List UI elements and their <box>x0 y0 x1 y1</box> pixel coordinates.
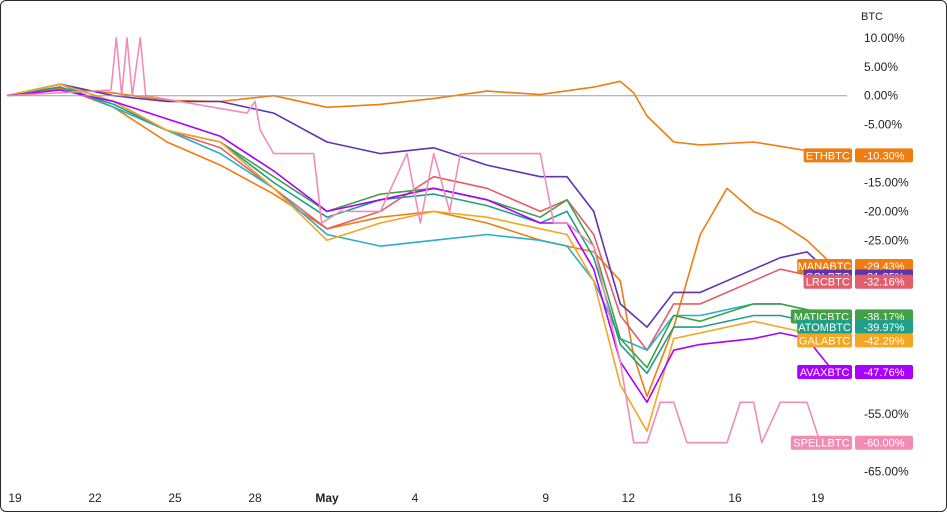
x-tick-label: May <box>315 491 339 505</box>
series-name-tag <box>797 364 852 379</box>
series-value: -60.00% <box>864 438 905 450</box>
series-name-tag <box>797 258 852 273</box>
series-line-avaxbtc[interactable] <box>6 89 835 404</box>
y-tick-label: -55.00% <box>864 407 909 421</box>
y-tick-label: -65.00% <box>864 465 909 479</box>
series-name: ATOMBTC <box>798 322 851 334</box>
series-value-tag <box>855 333 913 348</box>
y-tick-label: -15.00% <box>864 175 909 189</box>
y-tick-label: -20.00% <box>864 204 909 218</box>
series-value: -47.76% <box>864 367 905 379</box>
series-tag-atombtc[interactable]: ATOMBTC -39.97% <box>797 319 913 334</box>
series-tag-avaxbtc[interactable]: AVAXBTC -47.76% <box>797 364 913 379</box>
series-name: LRCBTC <box>806 277 850 289</box>
x-tick-label: 22 <box>88 491 102 505</box>
series-name: ETHBTC <box>806 150 850 162</box>
series-value-tag <box>855 148 913 163</box>
x-tick-label: 12 <box>622 491 636 505</box>
series-value-tag <box>855 435 913 450</box>
series-value: -42.29% <box>864 335 905 347</box>
x-tick-label: 19 <box>811 491 825 505</box>
x-tick-label: 28 <box>248 491 262 505</box>
x-tick-label: 16 <box>728 491 742 505</box>
series-name-tag <box>803 148 852 163</box>
series-line-axsbtc[interactable] <box>6 83 834 351</box>
series-value-tag <box>855 364 913 379</box>
series-tag-galabtc[interactable]: GALABTC -42.29% <box>797 333 913 348</box>
series-tag-lrcbtc[interactable]: LRCBTC -32.16% <box>803 274 913 289</box>
series-name: SPELLBTC <box>793 438 849 450</box>
currency-label: BTC <box>861 11 883 23</box>
series-value-tag <box>855 274 913 289</box>
y-tick-label: -25.00% <box>864 233 909 247</box>
y-tick-label: -5.00% <box>864 118 902 132</box>
series-line-solbtc[interactable] <box>6 83 835 328</box>
series-line-spellbtc[interactable] <box>6 37 834 444</box>
x-tick-label: 25 <box>168 491 182 505</box>
series-line-lrcbtc[interactable] <box>6 86 834 351</box>
y-tick-label: 5.00% <box>864 60 898 74</box>
series-value: -39.97% <box>864 322 905 334</box>
series-name: GALABTC <box>799 335 850 347</box>
series-name-tag <box>790 435 852 450</box>
series-value: -32.16% <box>864 277 905 289</box>
y-tick-label: 0.00% <box>864 89 898 103</box>
x-tick-label: 4 <box>412 491 419 505</box>
y-tick-label: 10.00% <box>864 31 905 45</box>
series-line-galabtc[interactable] <box>6 83 834 432</box>
series-name-tag <box>797 333 852 348</box>
series-name-tag <box>797 319 852 334</box>
x-tick-label: 19 <box>8 491 22 505</box>
series-tag-spellbtc[interactable]: SPELLBTC -60.00% <box>790 435 913 450</box>
series-name: AVAXBTC <box>800 367 850 379</box>
series-name-tag <box>803 274 852 289</box>
series-value-tag <box>855 258 913 273</box>
series-tag-ethbtc[interactable]: ETHBTC -10.30% <box>803 148 913 163</box>
x-tick-label: 9 <box>542 491 549 505</box>
series-value-tag <box>855 319 913 334</box>
series-value: -10.30% <box>864 150 905 162</box>
